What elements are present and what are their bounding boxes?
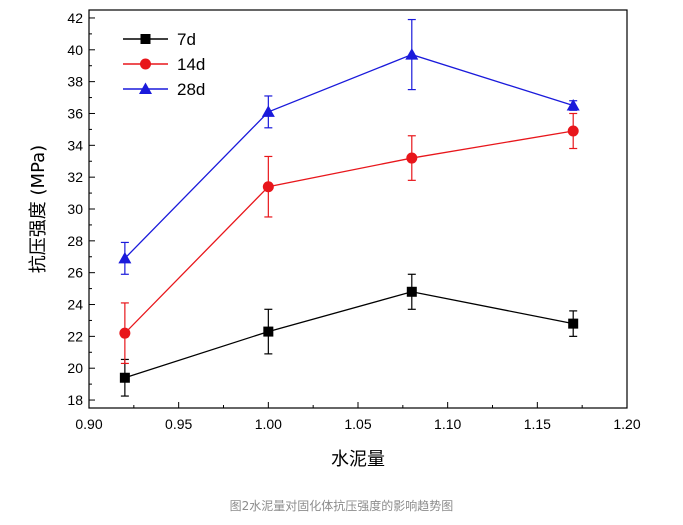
- series-layer: [118, 18, 580, 397]
- figure-caption: 图2水泥量对固化体抗压强度的影响趋势图: [229, 499, 454, 513]
- y-tick-label: 26: [67, 265, 83, 281]
- x-axis-label: 水泥量: [331, 449, 385, 470]
- x-tick-label: 0.90: [75, 416, 102, 432]
- chart: 0.90 0.95 1.00 1.05 1.10 1.15 1.20 18 20 22 24 26 28…: [28, 9, 641, 470]
- y-tick-label: 18: [67, 392, 83, 408]
- series-7d: [119, 273, 579, 397]
- x-tick-label: 0.95: [165, 416, 192, 432]
- x-tick-label: 1.05: [344, 416, 371, 432]
- y-tick-label: 40: [67, 42, 83, 58]
- y-tick-label: 32: [67, 169, 83, 185]
- data-point: [567, 125, 579, 137]
- legend-marker: [139, 82, 152, 94]
- legend-marker: [140, 58, 151, 70]
- x-tick-label: 1.20: [613, 416, 640, 432]
- legend-item-28d: 28d: [123, 80, 205, 99]
- plot-frame: [88, 9, 628, 409]
- data-point: [118, 251, 132, 264]
- data-point: [119, 327, 131, 339]
- y-tick-label: 24: [67, 297, 83, 313]
- data-point: [566, 99, 580, 111]
- legend-marker: [140, 34, 151, 44]
- data-point: [261, 105, 275, 117]
- data-point: [406, 152, 418, 164]
- y-tick-label: 28: [67, 233, 83, 249]
- data-point: [405, 48, 419, 60]
- x-tick-label: 1.15: [524, 416, 551, 432]
- y-tick-label: 30: [67, 201, 83, 217]
- legend-item-14d: 14d: [123, 55, 205, 74]
- series-line: [124, 130, 574, 334]
- legend-label: 28d: [177, 80, 205, 99]
- legend: 7d 14d 28d: [123, 30, 205, 99]
- y-tick-label: 20: [67, 360, 83, 376]
- series-line: [124, 291, 574, 379]
- series-14d: [119, 112, 579, 365]
- legend-label: 7d: [177, 30, 196, 49]
- axis-ticks: 0.90 0.95 1.00 1.05 1.10 1.15 1.20 18 20 22 24 26 28…: [67, 10, 640, 432]
- data-point: [406, 286, 417, 297]
- series-28d: [118, 18, 580, 275]
- legend-label: 14d: [177, 55, 205, 74]
- y-tick-label: 22: [67, 328, 83, 344]
- legend-item-7d: 7d: [123, 30, 196, 49]
- y-tick-label: 36: [67, 105, 83, 121]
- y-tick-label: 34: [67, 137, 83, 153]
- data-point: [568, 318, 579, 329]
- y-axis-label: 抗压强度 (MPa): [28, 145, 49, 273]
- series-line: [124, 53, 574, 259]
- x-tick-label: 1.10: [434, 416, 461, 432]
- data-point: [263, 326, 274, 337]
- x-tick-label: 1.00: [255, 416, 282, 432]
- y-tick-label: 38: [67, 74, 83, 90]
- data-point: [262, 181, 274, 193]
- y-tick-label: 42: [67, 10, 83, 26]
- data-point: [119, 372, 130, 383]
